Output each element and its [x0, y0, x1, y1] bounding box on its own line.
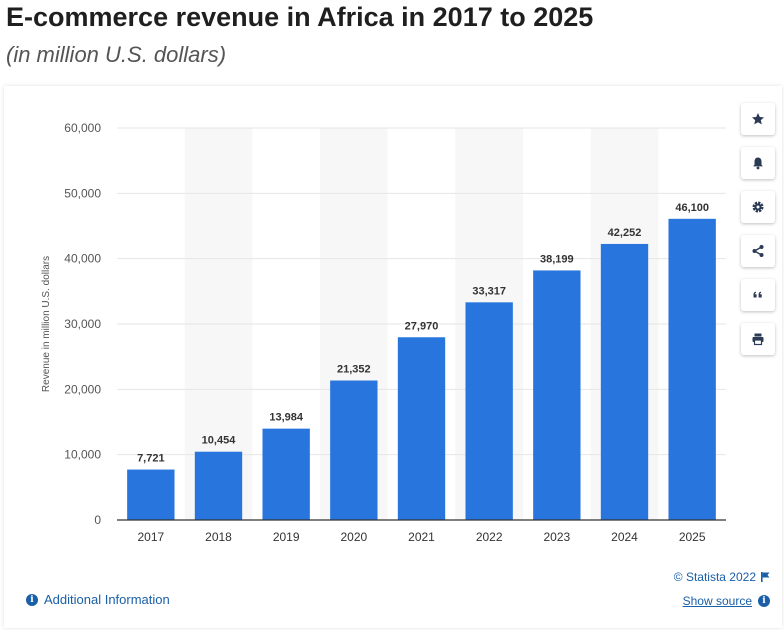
- data-label: 21,352: [337, 364, 371, 376]
- data-label: 38,199: [540, 253, 574, 265]
- cite-button[interactable]: [741, 279, 775, 311]
- statista-credit: © Statista 2022: [674, 570, 770, 584]
- y-tick-label: 20,000: [64, 382, 101, 396]
- y-tick-label: 60,000: [64, 121, 101, 135]
- info-icon: i: [758, 595, 770, 607]
- printer-icon: [752, 333, 764, 346]
- x-tick-label: 2019: [273, 530, 300, 544]
- x-tick-label: 2018: [205, 530, 232, 544]
- x-tick-label: 2023: [543, 530, 570, 544]
- additional-information-label: Additional Information: [44, 592, 170, 607]
- x-tick-label: 2020: [340, 530, 367, 544]
- share-button[interactable]: [741, 235, 775, 267]
- bar-2020: [330, 380, 378, 520]
- x-tick-label: 2017: [137, 530, 164, 544]
- flag-icon: [761, 572, 770, 582]
- credit-label: © Statista 2022: [673, 570, 756, 584]
- data-label: 13,984: [269, 412, 304, 424]
- bar-2018: [194, 451, 243, 520]
- x-tick-label: 2021: [408, 530, 435, 544]
- x-tick-label: 2022: [476, 530, 503, 544]
- y-tick-label: 50,000: [64, 186, 101, 200]
- data-label: 7,721: [137, 453, 165, 465]
- gear-icon: [752, 201, 764, 213]
- bar-2019: [262, 428, 310, 520]
- show-source-link[interactable]: Show source i: [683, 594, 770, 608]
- notification-button[interactable]: [741, 147, 775, 179]
- y-axis-label: Revenue in million U.S. dollars: [41, 256, 52, 392]
- bar-2017: [127, 469, 175, 520]
- bar-2025: [668, 218, 716, 520]
- x-tick-label: 2024: [611, 530, 638, 544]
- bar-2024: [600, 243, 649, 520]
- bar-2022: [465, 302, 513, 520]
- star-icon: [752, 113, 764, 125]
- data-label: 46,100: [675, 202, 709, 214]
- y-tick-label: 40,000: [64, 252, 101, 266]
- favorite-button[interactable]: [741, 103, 775, 135]
- show-source-label: Show source: [682, 594, 752, 608]
- info-icon: i: [26, 593, 38, 606]
- quote-icon: [753, 291, 762, 298]
- print-button[interactable]: [741, 323, 775, 355]
- y-tick-label: 10,000: [64, 448, 101, 462]
- settings-button[interactable]: [741, 191, 775, 223]
- additional-information-link[interactable]: i Additional Information: [26, 592, 170, 607]
- data-label: 42,252: [608, 227, 642, 239]
- bar-2023: [533, 270, 581, 520]
- bell-icon: [753, 157, 763, 170]
- share-icon: [752, 245, 764, 257]
- page-title: E-commerce revenue in Africa in 2017 to …: [6, 2, 594, 32]
- x-tick-label: 2025: [679, 530, 706, 544]
- y-tick-label: 0: [94, 513, 101, 527]
- bar-2021: [397, 337, 446, 520]
- data-label: 33,317: [472, 285, 506, 297]
- data-label: 27,970: [405, 320, 439, 332]
- y-tick-label: 30,000: [64, 317, 101, 331]
- data-label: 10,454: [202, 435, 237, 447]
- page-subtitle: (in million U.S. dollars): [6, 42, 227, 67]
